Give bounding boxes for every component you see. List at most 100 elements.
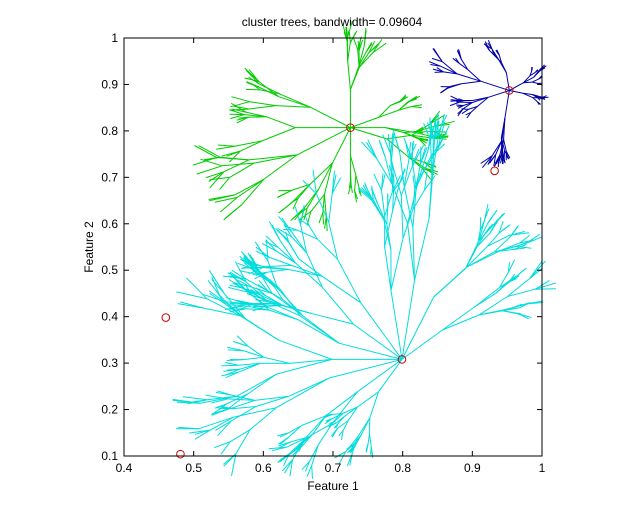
tree-branch xyxy=(460,58,469,70)
tree-branch xyxy=(392,181,395,211)
tree-branch xyxy=(418,137,429,141)
tree-branch xyxy=(234,178,264,196)
tree-branch xyxy=(353,323,403,360)
tree-branch xyxy=(202,293,225,302)
tree-branch xyxy=(274,286,284,300)
tree-branch xyxy=(472,96,489,103)
tree-branch xyxy=(358,39,364,52)
tree-branch xyxy=(298,211,312,221)
tree-branch xyxy=(326,418,333,423)
tree-branch xyxy=(334,451,346,459)
tree-branch xyxy=(400,195,404,239)
tree-branch xyxy=(278,202,292,214)
tree-branch xyxy=(261,243,277,252)
tree-branch xyxy=(478,223,489,242)
tree-branch xyxy=(531,67,533,71)
tree-branch xyxy=(384,210,394,248)
tree-branch xyxy=(225,368,240,376)
tree-branch xyxy=(224,303,246,320)
tree-branch xyxy=(325,413,333,416)
y-tick-label: 0.9 xyxy=(101,77,118,91)
tree-branch xyxy=(531,78,539,83)
tree-branch xyxy=(434,71,444,73)
tree-branch xyxy=(500,118,506,138)
tree-branch xyxy=(243,262,259,275)
mode-marker xyxy=(504,86,514,95)
y-axis-label: Feature 2 xyxy=(82,221,96,273)
tree-branch xyxy=(476,229,481,247)
tree-branch xyxy=(479,309,506,316)
tree-branch xyxy=(466,245,488,268)
tree-branch xyxy=(252,305,265,312)
tree-branch xyxy=(370,447,373,457)
tree-branch xyxy=(240,259,260,272)
tree-branch xyxy=(505,72,510,91)
tree-branch xyxy=(307,422,333,438)
tree-branch xyxy=(367,139,378,159)
tree-branch xyxy=(259,83,281,95)
tree-branch xyxy=(457,105,464,109)
tree-branch xyxy=(245,70,260,85)
tree-branch xyxy=(229,162,255,178)
tree-branch xyxy=(498,224,510,234)
tree-branch xyxy=(256,303,283,306)
tree-branch xyxy=(244,305,270,311)
tree-branch xyxy=(500,137,504,153)
tree-branch xyxy=(431,57,443,63)
tree-branch xyxy=(419,146,422,165)
tree-branch xyxy=(266,116,296,129)
tree-branch xyxy=(279,432,290,438)
tree-branch xyxy=(302,180,317,195)
tree-branch xyxy=(461,108,469,115)
tree-branch xyxy=(393,133,401,153)
tree-branch xyxy=(266,239,269,262)
tree-branch xyxy=(412,175,416,190)
mode-marker xyxy=(397,355,407,364)
tree-branch xyxy=(328,222,338,260)
tree-branch xyxy=(529,70,533,76)
tree-branch xyxy=(196,165,223,175)
tree-branch xyxy=(369,391,379,419)
mode-markers xyxy=(161,86,514,459)
tree-branch xyxy=(384,192,393,217)
tree-branch xyxy=(211,276,220,296)
tree-branch xyxy=(172,399,201,404)
tree-branch xyxy=(224,305,245,310)
tree-branch xyxy=(378,109,399,118)
tree-branch xyxy=(391,133,395,162)
tree-branch xyxy=(432,138,439,168)
tree-branch xyxy=(415,163,421,188)
tree-branch xyxy=(354,190,359,200)
tree-branch xyxy=(301,461,310,471)
tree-branch xyxy=(529,71,536,77)
tree-branch xyxy=(303,415,327,441)
tree-branch xyxy=(258,280,269,292)
tree-branch xyxy=(525,233,540,244)
tree-branch xyxy=(502,152,506,163)
tree-branch xyxy=(303,207,308,221)
tree-branch xyxy=(177,303,205,309)
tree-branch xyxy=(477,96,489,107)
tree-branch xyxy=(499,272,509,288)
tree-branch xyxy=(487,155,493,166)
tree-branch xyxy=(225,297,248,305)
tree-branch xyxy=(263,356,290,364)
tree-branch xyxy=(233,341,249,347)
tree-branch xyxy=(278,339,333,360)
tree-branch xyxy=(465,111,472,116)
tree-branch xyxy=(216,407,232,409)
tree-branch xyxy=(301,415,326,426)
tree-branch xyxy=(229,108,250,111)
tree-branch xyxy=(310,106,351,129)
tree-branch xyxy=(484,223,493,234)
tree-branch xyxy=(216,157,249,161)
tree-branch xyxy=(239,303,254,310)
tree-branch xyxy=(219,177,230,191)
tree-branch xyxy=(487,234,510,247)
tree-branch xyxy=(487,232,500,247)
tree-branch xyxy=(450,95,461,101)
tree-branch xyxy=(424,171,428,191)
tree-branch xyxy=(265,239,277,252)
tree-branch xyxy=(243,350,264,358)
tree-branch xyxy=(359,52,374,68)
